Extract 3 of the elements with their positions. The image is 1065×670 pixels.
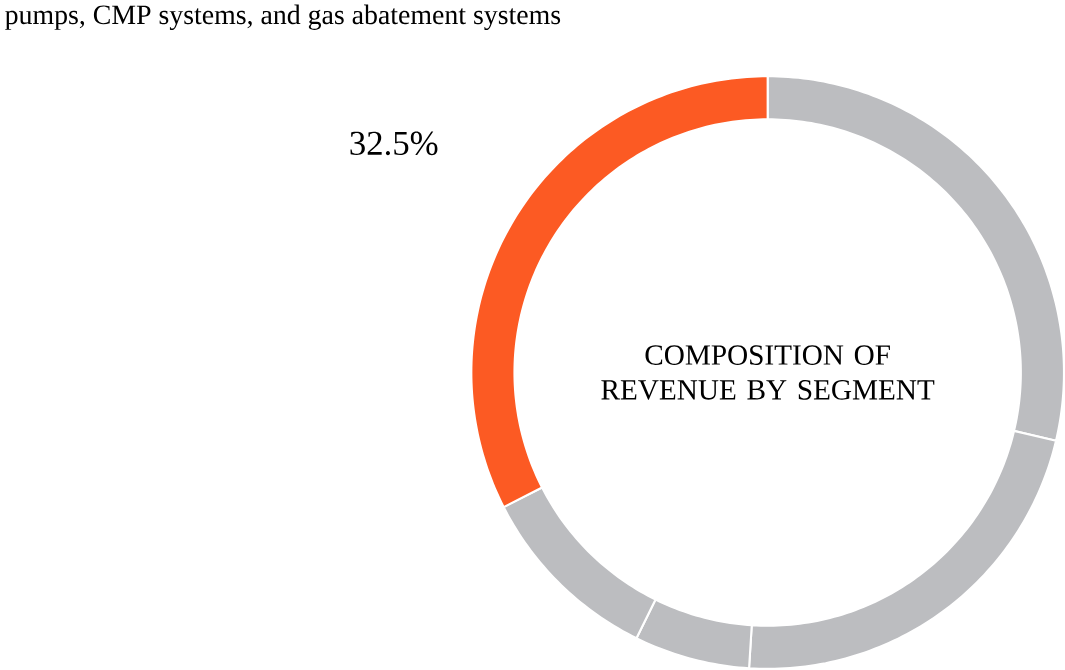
data-label: 32.5% xyxy=(350,131,438,156)
text: pumps, CMP systems, and gas abatement systems xyxy=(5,4,561,30)
text: COMPOSITION OF REVENUE BY SEGMENT xyxy=(601,345,935,400)
